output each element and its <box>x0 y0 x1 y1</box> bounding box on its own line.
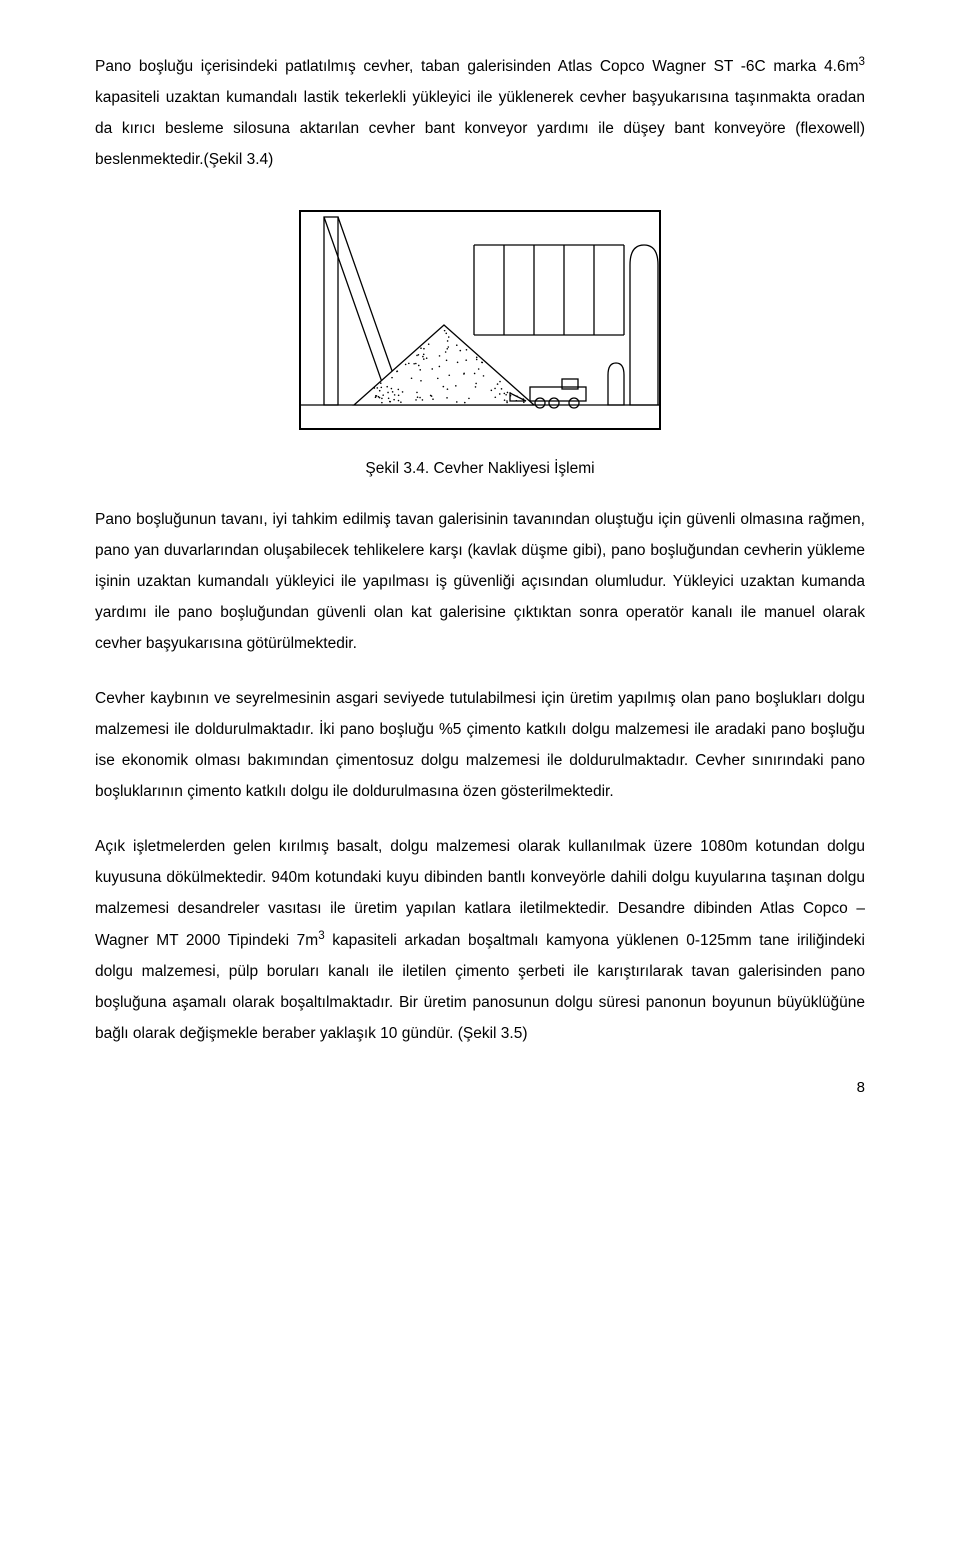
body-paragraph-2: Pano boşluğunun tavanı, iyi tahkim edilm… <box>95 504 865 659</box>
p1-text-b: kapasiteli uzaktan kumandalı lastik teke… <box>95 89 865 168</box>
p1-text-a: Pano boşluğu içerisindeki patlatılmış ce… <box>95 58 859 75</box>
figure-caption: Şekil 3.4. Cevher Nakliyesi İşlemi <box>95 460 865 478</box>
figure-diagram <box>294 205 666 435</box>
body-paragraph-4: Açık işletmelerden gelen kırılmış basalt… <box>95 831 865 1049</box>
p1-superscript: 3 <box>859 55 865 68</box>
figure-container <box>95 205 865 440</box>
body-paragraph-1: Pano boşluğu içerisindeki patlatılmış ce… <box>95 50 865 175</box>
page-number: 8 <box>95 1079 865 1096</box>
body-paragraph-3: Cevher kaybının ve seyrelmesinin asgari … <box>95 683 865 807</box>
